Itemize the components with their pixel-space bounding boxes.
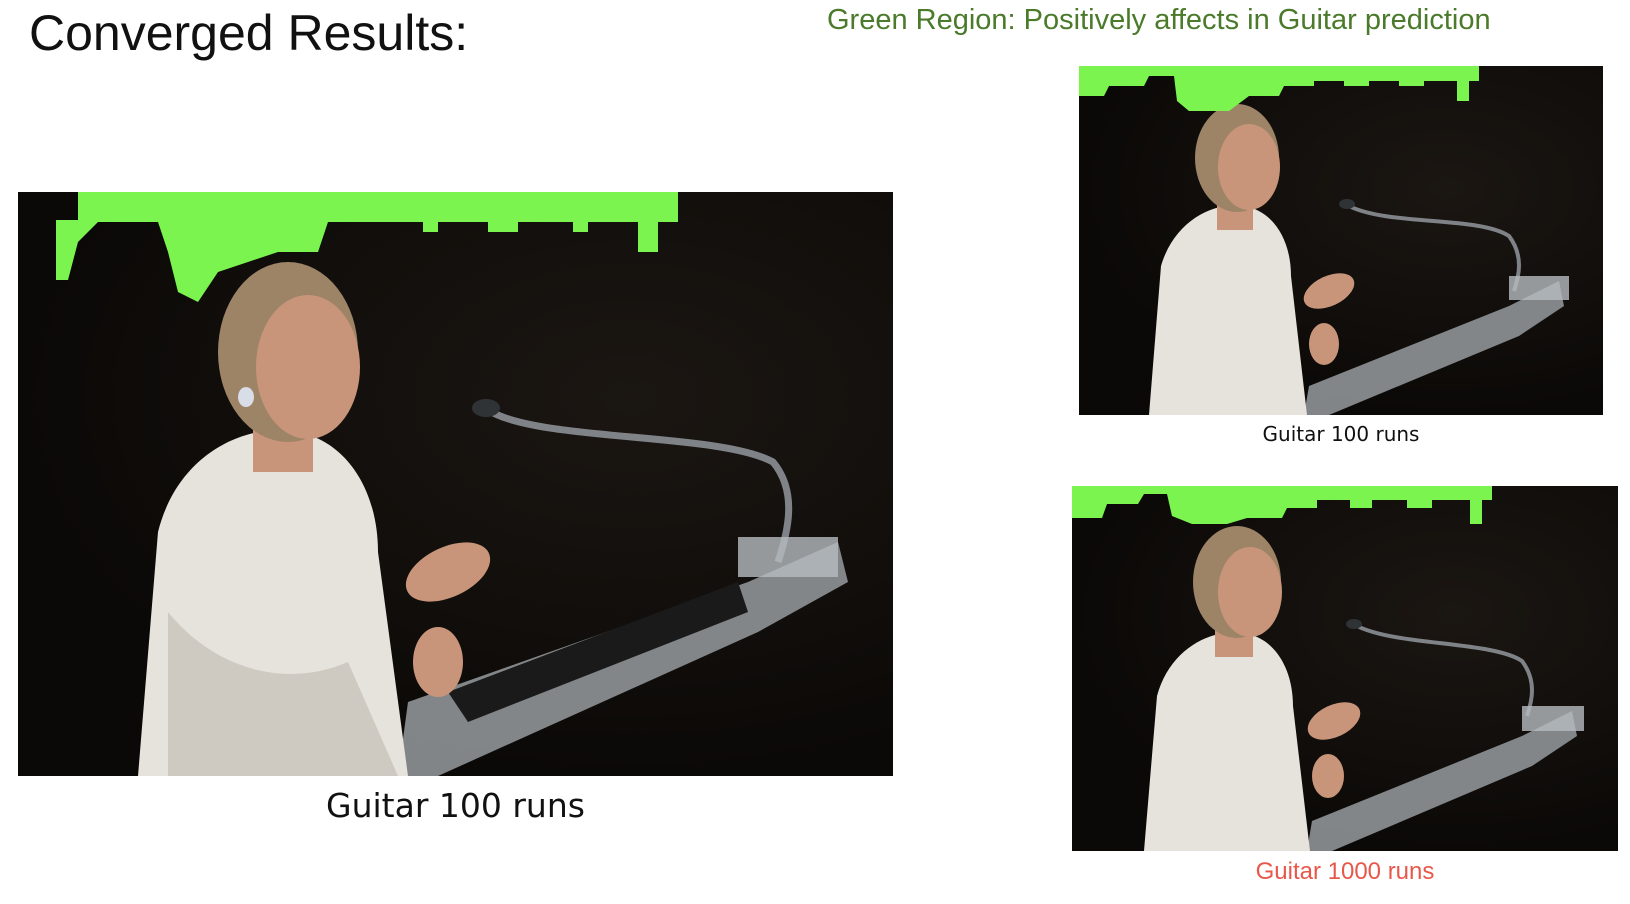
- green-region-note: Green Region: Positively affects in Guit…: [827, 4, 1491, 36]
- speaker-scene-top: [1079, 66, 1569, 415]
- slide-title: Converged Results:: [29, 5, 469, 61]
- top-result-image: [1079, 66, 1603, 415]
- speaker-scene-main: [56, 192, 848, 776]
- main-result-caption: Guitar 100 runs: [326, 786, 585, 825]
- top-result-caption: Guitar 100 runs: [1262, 422, 1420, 446]
- main-result-image: [18, 192, 893, 776]
- bottom-result-caption: Guitar 1000 runs: [1255, 858, 1435, 885]
- speaker-scene-bottom: [1072, 486, 1584, 851]
- bottom-result-image: [1072, 486, 1618, 851]
